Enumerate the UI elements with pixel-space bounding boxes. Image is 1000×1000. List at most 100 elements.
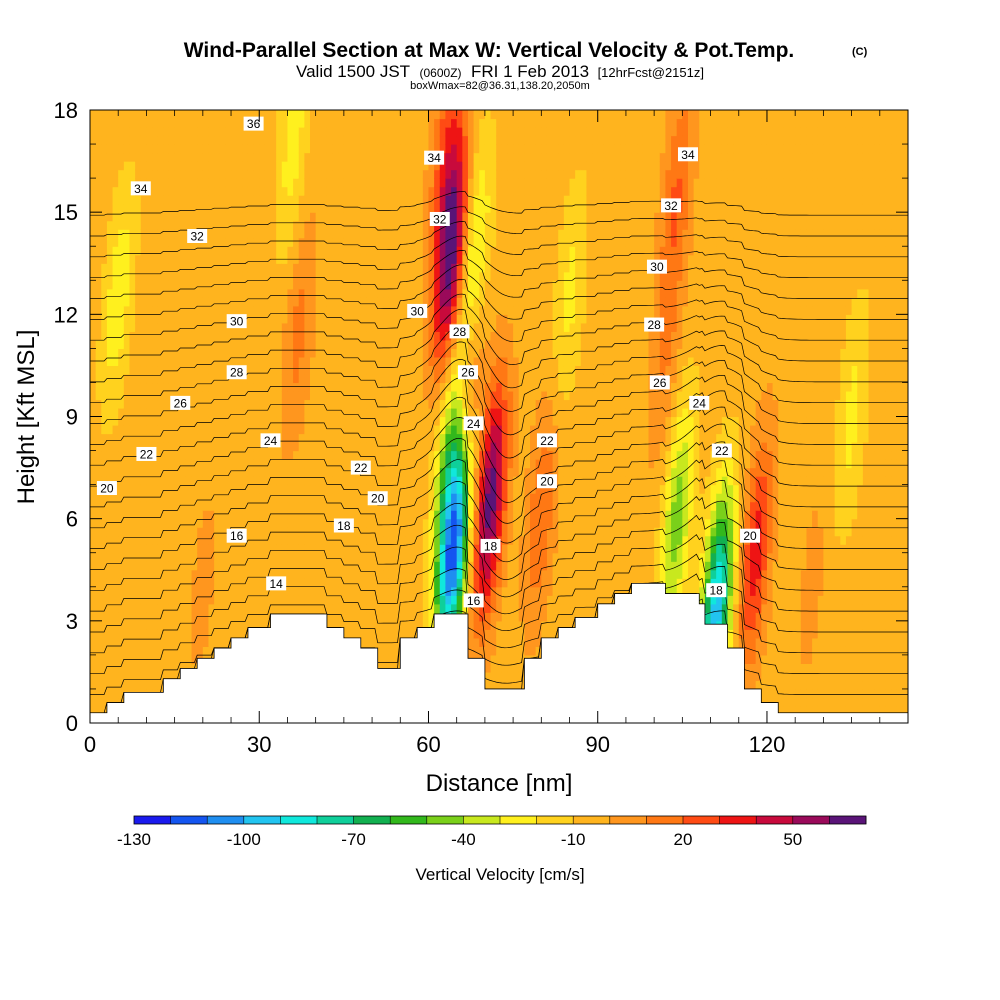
velocity-cell — [185, 501, 193, 511]
velocity-cell — [315, 459, 322, 469]
velocity-cell — [95, 110, 102, 120]
velocity-cell — [101, 110, 108, 120]
velocity-cell — [174, 390, 181, 401]
velocity-cell — [456, 416, 463, 426]
velocity-cell — [360, 161, 368, 171]
velocity-cell — [338, 220, 345, 230]
velocity-cell — [439, 459, 447, 469]
velocity-cell — [208, 186, 215, 196]
velocity-cell — [247, 586, 255, 596]
velocity-cell — [383, 518, 390, 528]
velocity-cell — [247, 450, 255, 460]
velocity-cell — [146, 416, 153, 426]
velocity-cell — [310, 169, 317, 179]
velocity-cell — [400, 629, 407, 639]
velocity-cell — [338, 348, 345, 358]
velocity-cell — [456, 135, 463, 145]
velocity-cell — [451, 595, 458, 605]
velocity-cell — [231, 110, 238, 120]
velocity-cell — [90, 586, 97, 596]
velocity-cell — [264, 467, 272, 477]
velocity-cell — [400, 569, 407, 579]
velocity-cell — [388, 620, 396, 630]
velocity-cell — [208, 586, 215, 596]
velocity-cell — [298, 365, 305, 375]
velocity-cell — [106, 322, 114, 332]
velocity-cell — [225, 612, 232, 622]
velocity-cell — [417, 297, 424, 307]
velocity-cell — [174, 237, 181, 247]
velocity-cell — [197, 595, 204, 605]
velocity-cell — [253, 407, 260, 418]
velocity-cell — [298, 476, 305, 486]
velocity-cell — [253, 169, 260, 179]
velocity-cell — [405, 620, 413, 630]
velocity-cell — [214, 348, 221, 358]
velocity-cell — [185, 510, 193, 520]
velocity-cell — [332, 246, 339, 256]
velocity-cell — [293, 535, 300, 545]
velocity-cell — [462, 390, 469, 401]
velocity-cell — [377, 561, 384, 571]
velocity-cell — [146, 569, 153, 579]
velocity-cell — [146, 212, 153, 222]
velocity-cell — [106, 356, 114, 367]
velocity-cell — [95, 416, 102, 426]
velocity-cell — [321, 416, 328, 426]
velocity-cell — [140, 433, 148, 443]
velocity-cell — [180, 280, 187, 290]
velocity-cell — [467, 161, 475, 171]
velocity-cell — [326, 390, 334, 401]
velocity-cell — [270, 186, 277, 196]
velocity-cell — [236, 237, 243, 247]
velocity-cell — [152, 144, 159, 154]
velocity-cell — [473, 629, 480, 639]
velocity-cell — [101, 118, 108, 128]
velocity-cell — [321, 586, 328, 596]
velocity-cell — [185, 561, 193, 571]
velocity-cell — [123, 612, 131, 622]
velocity-cell — [168, 314, 176, 324]
velocity-cell — [163, 603, 170, 613]
velocity-cell — [281, 442, 289, 452]
velocity-cell — [152, 603, 159, 613]
velocity-cell — [247, 237, 255, 247]
velocity-cell — [129, 459, 136, 469]
velocity-cell — [451, 229, 458, 239]
velocity-cell — [152, 569, 159, 579]
velocity-cell — [479, 603, 486, 613]
velocity-cell — [338, 135, 345, 145]
velocity-cell — [112, 671, 119, 682]
velocity-cell — [332, 135, 339, 145]
velocity-cell — [140, 271, 148, 281]
velocity-cell — [434, 356, 441, 367]
velocity-cell — [417, 535, 424, 545]
velocity-cell — [355, 578, 362, 588]
velocity-cell — [123, 467, 131, 477]
velocity-cell — [394, 510, 401, 520]
velocity-cell — [219, 569, 226, 579]
velocity-cell — [191, 220, 198, 230]
velocity-cell — [445, 544, 452, 554]
velocity-cell — [338, 442, 345, 452]
velocity-cell — [383, 339, 390, 349]
velocity-cell — [157, 586, 164, 596]
velocity-cell — [298, 586, 305, 596]
velocity-cell — [298, 144, 305, 154]
velocity-cell — [366, 586, 373, 596]
velocity-cell — [231, 484, 238, 494]
velocity-cell — [355, 161, 362, 171]
velocity-cell — [152, 425, 159, 435]
velocity-cell — [270, 118, 277, 128]
velocity-cell — [253, 467, 260, 477]
velocity-cell — [422, 493, 430, 503]
velocity-cell — [168, 382, 176, 392]
velocity-cell — [264, 144, 272, 154]
velocity-cell — [264, 280, 272, 290]
velocity-cell — [202, 118, 210, 128]
velocity-cell — [366, 271, 373, 281]
velocity-cell — [388, 212, 396, 222]
velocity-cell — [388, 220, 396, 230]
velocity-cell — [388, 654, 396, 664]
velocity-cell — [321, 203, 328, 213]
